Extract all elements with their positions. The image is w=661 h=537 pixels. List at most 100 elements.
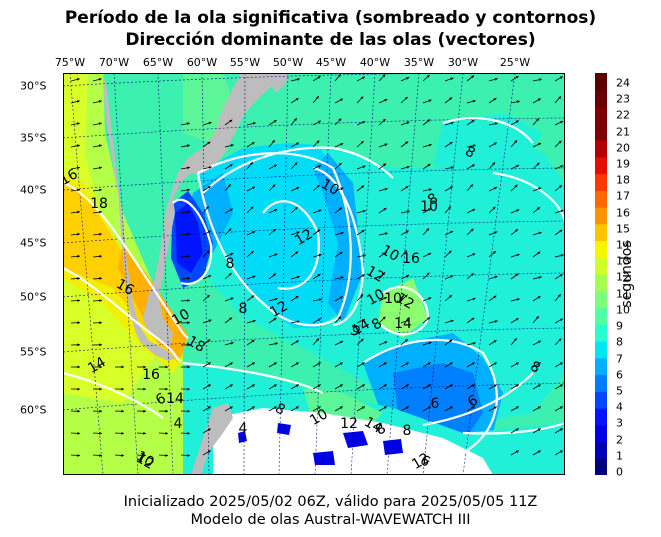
wave-vector-head <box>383 163 387 167</box>
wave-vector-head <box>187 365 190 369</box>
wave-vector-head <box>228 273 232 276</box>
wave-vector-head <box>296 320 300 324</box>
wave-vector-head <box>251 142 255 145</box>
colorbar-segment <box>595 274 607 292</box>
wave-vector-head <box>121 387 124 391</box>
wave-vector-head <box>470 184 473 188</box>
wave-vector-head <box>99 431 102 435</box>
colorbar-segment <box>595 106 607 124</box>
wave-vector-head <box>339 406 343 410</box>
wave-vector-head <box>99 321 102 325</box>
wave-vector-head <box>77 365 80 369</box>
wave-vector-head <box>229 384 233 388</box>
wave-vector-head <box>361 274 365 278</box>
wave-vector-head <box>340 143 344 146</box>
wave-vector-head <box>470 228 474 232</box>
wave-vector-head <box>428 341 432 345</box>
wave-vector-head <box>516 253 520 257</box>
wave-vector-head <box>382 119 386 122</box>
colorbar-tick-label: 10 <box>616 303 630 317</box>
wave-vector-head <box>208 319 212 323</box>
wave-vector-head <box>339 207 343 211</box>
wave-vector-head <box>143 409 146 413</box>
contour-label: 10 <box>133 448 156 471</box>
wave-vector-head <box>340 187 344 191</box>
wave-vector-head <box>76 78 80 81</box>
longitude-tick-label: 65°W <box>142 56 174 69</box>
wave-vector-head <box>516 298 520 301</box>
wave-vector-head <box>450 275 454 278</box>
wave-vector-head <box>273 384 277 388</box>
wave-vector-head <box>427 317 430 320</box>
footer-model-name: Modelo de olas Austral-WAVEWATCH III <box>190 512 471 528</box>
contour-label: 16 <box>142 367 160 383</box>
contour-label: 18 <box>184 333 207 356</box>
wave-vector-head <box>295 296 299 299</box>
wave-vector-head <box>428 188 432 192</box>
colorbar-segment <box>595 73 607 91</box>
wave-vector-head <box>360 96 364 100</box>
wave-vector-head <box>295 406 299 410</box>
wave-vector-head <box>426 228 429 232</box>
wave-vector-head <box>143 454 146 457</box>
wave-vector-head <box>273 120 277 123</box>
wave-vector-head <box>471 164 475 168</box>
latitude-tick-label: 55°S <box>20 345 47 359</box>
wave-vector-head <box>558 338 562 342</box>
wave-vector-head <box>317 406 321 410</box>
wave-vector-head <box>492 162 495 166</box>
wave-vector-head <box>449 406 453 410</box>
wave-vector-head <box>515 229 518 232</box>
wave-vector-head <box>538 78 542 82</box>
wave-vector-head <box>99 210 102 214</box>
wave-vector-head <box>165 387 168 391</box>
wave-vector-head <box>77 387 80 391</box>
wave-vector-head <box>559 384 563 388</box>
wave-vector-head <box>428 297 432 300</box>
wave-vector-head <box>99 188 102 192</box>
wave-vector-head <box>229 208 233 212</box>
wave-vector-head <box>207 339 211 343</box>
wave-vector-head <box>229 119 233 123</box>
colorbar-tick-label: 14 <box>616 238 630 252</box>
colorbar-tick-label: 13 <box>616 254 630 268</box>
longitude-tick-label: 55°W <box>229 56 261 69</box>
wave-vector-head <box>560 254 564 257</box>
wave-vector-head <box>494 122 498 126</box>
wave-vector-head <box>472 99 476 103</box>
wave-vector-head <box>537 428 541 432</box>
ice-edge-period-cell <box>383 439 403 455</box>
longitude-tick-label: 25°W <box>499 56 531 69</box>
wave-vector-head <box>471 75 475 79</box>
contour-label: 10 <box>169 306 192 329</box>
wave-vector-head <box>449 362 453 366</box>
wave-vector-head <box>99 144 102 148</box>
wave-vector-head <box>99 454 102 457</box>
period-region-5 <box>175 203 203 273</box>
wave-vector-head <box>450 121 454 125</box>
colorbar-tick-label: 21 <box>616 125 630 139</box>
wave-vector-head <box>406 274 410 278</box>
wave-vector-head <box>361 384 365 388</box>
wave-vector-head <box>295 251 299 255</box>
wave-vector-head <box>362 209 366 213</box>
wave-vector-head <box>77 321 80 325</box>
wave-vector-head <box>559 450 563 454</box>
wave-vector-head <box>471 384 475 388</box>
wave-vector-head <box>187 277 190 280</box>
wave-vector-head <box>318 209 322 213</box>
wave-vector-head <box>274 209 278 212</box>
wave-vector-head <box>207 141 211 145</box>
wave-vector-head <box>472 208 476 212</box>
wave-vector-head <box>338 316 341 320</box>
wave-vector-head <box>340 231 344 235</box>
wave-vector-head <box>206 206 209 209</box>
wave-vector-head <box>384 232 388 236</box>
wave-vector-head <box>251 384 255 388</box>
wave-vector-head <box>76 100 80 103</box>
colorbar-segment <box>595 257 607 275</box>
wave-vector-head <box>77 277 80 280</box>
wave-vector-head <box>187 188 190 192</box>
wave-vector-head <box>428 252 432 256</box>
colorbar-tick-label: 6 <box>616 368 623 382</box>
